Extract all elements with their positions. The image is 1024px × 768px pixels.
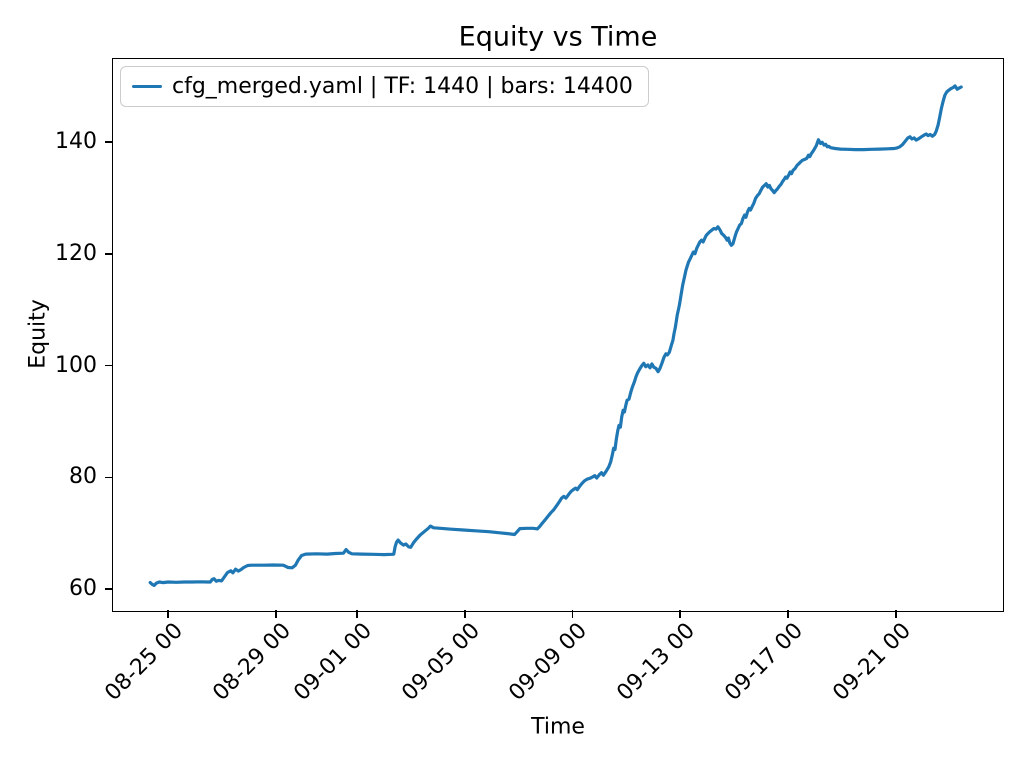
legend-line-swatch: [132, 84, 162, 89]
x-tick-label: 09-17 00: [720, 618, 808, 706]
chart-title: Equity vs Time: [458, 21, 658, 53]
x-tick-label: 09-09 00: [504, 618, 593, 706]
y-tick-mark: [105, 252, 113, 255]
equity-line: [148, 84, 963, 588]
legend: cfg_merged.yaml | TF: 1440 | bars: 14400: [120, 66, 649, 107]
x-tick-mark: [894, 610, 897, 618]
x-tick-label: 08-29 00: [208, 618, 296, 706]
y-tick-mark: [105, 476, 113, 479]
x-tick-label: 09-13 00: [612, 618, 701, 706]
x-tick-label: 09-01 00: [289, 618, 377, 706]
x-tick-mark: [167, 610, 170, 618]
x-tick-mark: [275, 610, 277, 618]
x-axis-label: Time: [531, 714, 585, 740]
x-tick-mark: [463, 610, 466, 618]
x-tick-mark: [679, 610, 682, 618]
y-tick-label: 80: [69, 464, 97, 490]
x-tick-mark: [787, 610, 789, 618]
x-tick-label: 09-21 00: [828, 618, 916, 706]
y-tick-mark: [105, 588, 113, 591]
y-tick-label: 140: [55, 128, 97, 154]
y-tick-mark: [105, 140, 113, 143]
legend-label: cfg_merged.yaml | TF: 1440 | bars: 14400: [172, 74, 633, 99]
y-tick-label: 60: [69, 576, 97, 602]
x-tick-label: 09-05 00: [396, 618, 485, 706]
y-tick-mark: [105, 364, 113, 367]
x-tick-mark: [571, 610, 574, 618]
y-tick-label: 120: [55, 240, 97, 266]
equity-line-plot: [148, 84, 963, 588]
x-tick-label: 08-25 00: [100, 618, 189, 706]
x-tick-mark: [355, 610, 358, 618]
y-tick-label: 100: [55, 352, 97, 378]
